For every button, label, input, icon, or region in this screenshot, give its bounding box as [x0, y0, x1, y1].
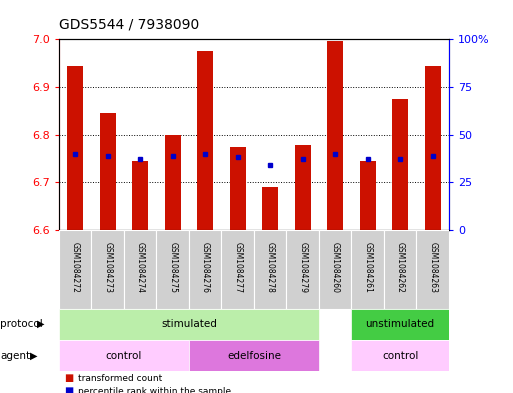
Bar [294, 145, 311, 230]
Text: stimulated: stimulated [161, 319, 217, 329]
Bar [286, 230, 319, 309]
Bar [59, 340, 189, 371]
Bar [424, 66, 441, 230]
Bar [222, 230, 254, 309]
Bar [59, 309, 319, 340]
Text: GSM1084276: GSM1084276 [201, 242, 210, 293]
Bar [100, 113, 116, 230]
Bar [59, 230, 91, 309]
Bar [319, 230, 351, 309]
Bar [360, 161, 376, 230]
Text: GSM1084278: GSM1084278 [266, 242, 274, 293]
Bar [417, 230, 449, 309]
Text: GSM1084263: GSM1084263 [428, 242, 437, 293]
Bar [132, 161, 148, 230]
Text: transformed count: transformed count [78, 374, 163, 382]
Bar [262, 187, 278, 230]
Text: ■: ■ [64, 373, 73, 383]
Text: edelfosine: edelfosine [227, 351, 281, 361]
Text: unstimulated: unstimulated [366, 319, 435, 329]
Text: GSM1084261: GSM1084261 [363, 242, 372, 293]
Bar [124, 230, 156, 309]
Text: GDS5544 / 7938090: GDS5544 / 7938090 [59, 18, 199, 32]
Bar [189, 230, 222, 309]
Text: agent: agent [0, 351, 30, 361]
Bar [91, 230, 124, 309]
Text: control: control [106, 351, 142, 361]
Text: GSM1084274: GSM1084274 [136, 242, 145, 293]
Text: GSM1084277: GSM1084277 [233, 242, 242, 293]
Bar [165, 134, 181, 230]
Text: GSM1084262: GSM1084262 [396, 242, 405, 293]
Bar [156, 230, 189, 309]
Bar [392, 99, 408, 230]
Bar [351, 309, 449, 340]
Text: protocol: protocol [0, 319, 43, 329]
Text: ▶: ▶ [37, 319, 45, 329]
Bar [254, 230, 286, 309]
Bar [384, 230, 417, 309]
Bar [351, 340, 449, 371]
Text: GSM1084272: GSM1084272 [71, 242, 80, 293]
Text: ▶: ▶ [30, 351, 37, 361]
Text: GSM1084275: GSM1084275 [168, 242, 177, 293]
Text: GSM1084279: GSM1084279 [298, 242, 307, 293]
Text: percentile rank within the sample: percentile rank within the sample [78, 387, 231, 393]
Bar [197, 51, 213, 230]
Bar [351, 230, 384, 309]
Bar [189, 340, 319, 371]
Bar [327, 41, 343, 230]
Text: GSM1084260: GSM1084260 [331, 242, 340, 293]
Bar [229, 147, 246, 230]
Text: GSM1084273: GSM1084273 [103, 242, 112, 293]
Text: ■: ■ [64, 386, 73, 393]
Bar [67, 66, 83, 230]
Text: control: control [382, 351, 418, 361]
